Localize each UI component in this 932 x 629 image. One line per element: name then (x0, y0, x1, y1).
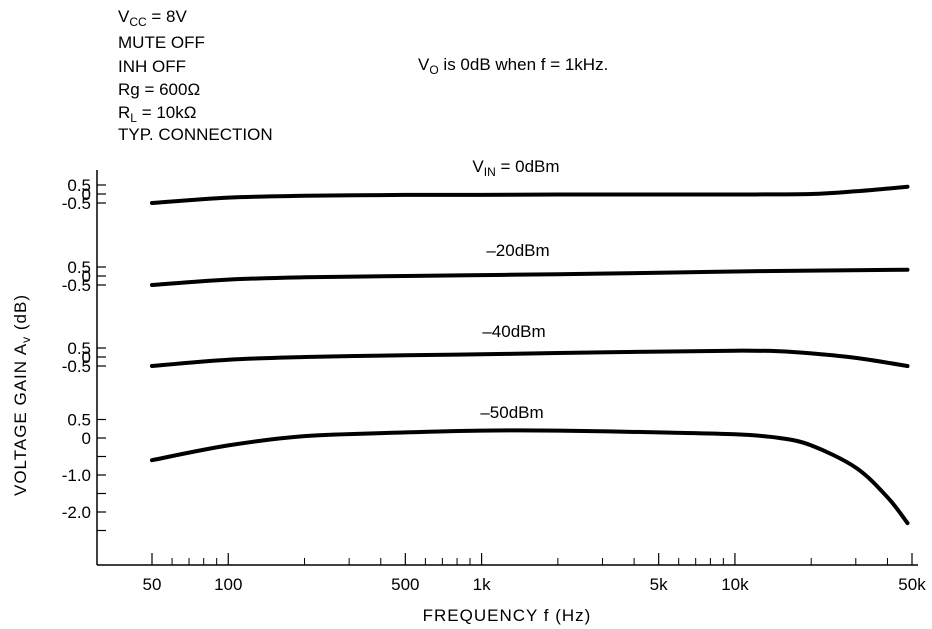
y-tick-label: -0.5 (62, 194, 91, 213)
series-line (150, 267, 910, 287)
series-line (150, 184, 910, 205)
condition-vcc: VCC = 8V (118, 7, 188, 29)
x-tick-label: 50 (143, 575, 162, 594)
condition-inh: INH OFF (118, 57, 186, 76)
condition-rg: Rg = 600Ω (118, 80, 200, 99)
x-tick-label: 1k (473, 575, 491, 594)
conditions-block: VCC = 8V MUTE OFF INH OFF Rg = 600Ω RL =… (118, 7, 273, 144)
y-tick-label: 0.5 (67, 339, 91, 358)
y-tick-label: -2.0 (62, 503, 91, 522)
series-label: –40dBm (482, 322, 545, 341)
series-line (150, 428, 910, 526)
x-tick-label: 5k (650, 575, 668, 594)
x-tick-label: 10k (721, 575, 749, 594)
condition-connection: TYP. CONNECTION (118, 125, 273, 144)
y-tick-label: 0.5 (67, 176, 91, 195)
x-tick-label: 50k (898, 575, 926, 594)
series-line (150, 348, 910, 368)
y-tick-label: -0.5 (62, 276, 91, 295)
series-label: VIN = 0dBm (472, 157, 559, 179)
x-tick-label: 500 (391, 575, 419, 594)
x-axis-title: FREQUENCY f (Hz) (423, 606, 592, 625)
y-tick-label: 0.5 (67, 411, 91, 430)
y-tick-label: -0.5 (62, 357, 91, 376)
y-axis-title: VOLTAGE GAIN Av (dB) (11, 294, 33, 496)
x-tick-label: 100 (214, 575, 242, 594)
condition-rl: RL = 10kΩ (118, 103, 196, 125)
y-tick-label: -1.0 (62, 466, 91, 485)
condition-mute: MUTE OFF (118, 33, 205, 52)
y-tick-label: 0 (82, 429, 91, 448)
y-tick-label: 0 (82, 185, 91, 204)
y-tick-label: 0.5 (67, 258, 91, 277)
reference-note: VO is 0dB when f = 1kHz. (418, 55, 608, 77)
series-label: –20dBm (486, 241, 549, 260)
series-label: –50dBm (480, 403, 543, 422)
y-tick-label: 0 (82, 267, 91, 286)
y-tick-label: 0 (82, 348, 91, 367)
